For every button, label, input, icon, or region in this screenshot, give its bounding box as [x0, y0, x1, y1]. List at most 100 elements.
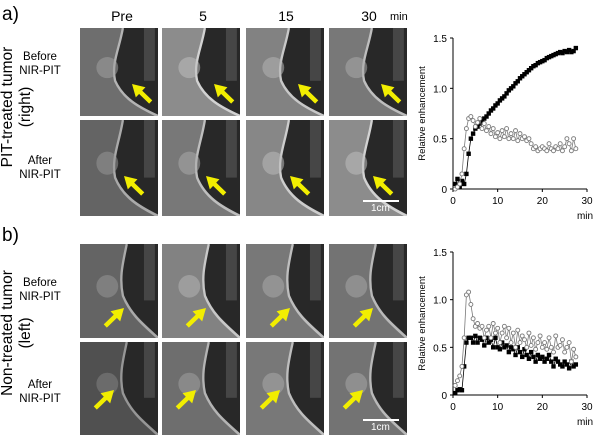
yellow-arrow-icon — [175, 390, 196, 410]
data-point-square — [544, 55, 549, 61]
data-point-circle — [515, 138, 521, 144]
data-point-circle — [553, 333, 559, 339]
data-point-square — [533, 359, 538, 364]
y-tick-label: 0 — [441, 391, 447, 402]
data-point-circle — [452, 383, 458, 388]
data-point-square — [459, 388, 465, 393]
data-point-circle — [475, 120, 481, 126]
data-point-square — [555, 359, 561, 364]
data-point-square — [491, 106, 496, 111]
data-point-circle — [461, 146, 467, 152]
data-point-circle — [484, 327, 489, 333]
row-before-line1: Before — [23, 51, 57, 63]
yellow-arrow-icon — [124, 176, 145, 196]
data-point-circle — [524, 344, 530, 350]
x-tick-label: 30 — [581, 196, 593, 207]
data-point-square — [461, 181, 467, 187]
data-point-circle — [455, 378, 460, 384]
data-point-square — [566, 366, 572, 371]
data-point-square — [468, 136, 474, 141]
x-tick-label: 10 — [492, 402, 504, 413]
data-point-square — [553, 356, 558, 361]
scale-bar — [363, 200, 399, 202]
data-point-square — [464, 340, 469, 345]
scale-bar-label: 1cm — [371, 203, 390, 214]
data-point-circle — [517, 131, 523, 137]
data-point-circle — [515, 327, 521, 333]
data-point-circle — [528, 342, 534, 348]
data-point-square — [571, 48, 576, 54]
data-point-circle — [481, 335, 487, 341]
data-point-square — [542, 57, 547, 63]
data-point-square — [477, 335, 482, 340]
data-point-circle — [486, 124, 492, 130]
row-before-line1-b: Before — [23, 277, 57, 289]
data-point-circle — [479, 323, 485, 329]
yellow-arrow-icon — [93, 390, 114, 410]
data-point-square — [551, 52, 556, 58]
data-point-square — [486, 340, 491, 345]
data-point-circle — [566, 340, 572, 346]
y-tick-label: 0.5 — [433, 135, 447, 146]
yellow-arrow-icon — [290, 176, 311, 196]
y-tick-label: 1.0 — [433, 296, 447, 307]
data-point-circle — [504, 126, 510, 132]
data-point-circle — [506, 325, 512, 331]
data-point-square — [542, 359, 547, 364]
scan-b-after-0 — [80, 342, 158, 435]
row-label-after-a: After NIR-PIT — [3, 154, 77, 182]
data-point-square — [533, 62, 538, 68]
data-point-square — [571, 364, 576, 369]
y-tick-label: 0 — [441, 185, 447, 196]
y-tick-label: 1.5 — [433, 34, 447, 45]
data-point-square — [524, 70, 529, 75]
x-tick-label: 0 — [450, 402, 456, 413]
data-point-square — [531, 63, 536, 69]
data-point-circle — [559, 148, 565, 154]
row-before-line2: NIR-PIT — [19, 65, 61, 77]
data-point-square — [537, 356, 543, 361]
data-point-square — [506, 349, 512, 355]
time-label-5: 5 — [199, 8, 207, 24]
data-point-circle — [555, 146, 561, 152]
data-point-square — [555, 50, 561, 56]
scan-a-before-0 — [80, 28, 158, 116]
data-point-square — [522, 347, 527, 352]
data-point-circle — [533, 144, 539, 150]
yellow-arrow-icon — [132, 84, 153, 104]
data-point-circle — [504, 335, 510, 341]
data-point-square — [491, 345, 496, 350]
data-point-square — [562, 48, 567, 54]
data-point-square — [513, 81, 518, 86]
data-point-circle — [488, 335, 494, 341]
scale-bar-label: 1cm — [371, 422, 390, 433]
time-label-15: 15 — [278, 8, 294, 24]
data-point-circle — [526, 330, 532, 336]
scan-b-before-3 — [329, 244, 407, 338]
data-point-circle — [490, 321, 496, 326]
scan-a-before-3 — [329, 28, 407, 116]
data-point-circle — [457, 373, 463, 379]
data-point-square — [479, 118, 485, 123]
data-point-square — [558, 49, 563, 55]
data-point-square — [544, 356, 549, 361]
data-point-circle — [488, 131, 494, 137]
data-point-square — [513, 352, 518, 358]
data-point-square — [515, 79, 520, 84]
data-point-square — [453, 181, 458, 187]
chart-panel-a: 0 0.5 1.0 1.5 0 10 20 30 min Relative enhancement — [413, 28, 599, 233]
data-point-circle — [522, 337, 527, 343]
data-point-square — [473, 333, 478, 339]
scale-bar — [363, 419, 399, 421]
chart-a-svg: 0 0.5 1.0 1.5 0 10 20 30 min Relative enhancement — [417, 34, 593, 222]
data-point-square — [560, 364, 565, 369]
data-point-square — [535, 60, 541, 66]
data-point-circle — [519, 333, 525, 339]
data-point-square — [528, 66, 534, 71]
data-point-circle — [530, 335, 536, 341]
data-point-square — [504, 91, 509, 96]
scan-a-after-2 — [246, 120, 324, 216]
x-tick-label: 20 — [537, 402, 549, 413]
data-point-square — [459, 178, 465, 184]
yellow-arrow-icon — [185, 308, 206, 328]
